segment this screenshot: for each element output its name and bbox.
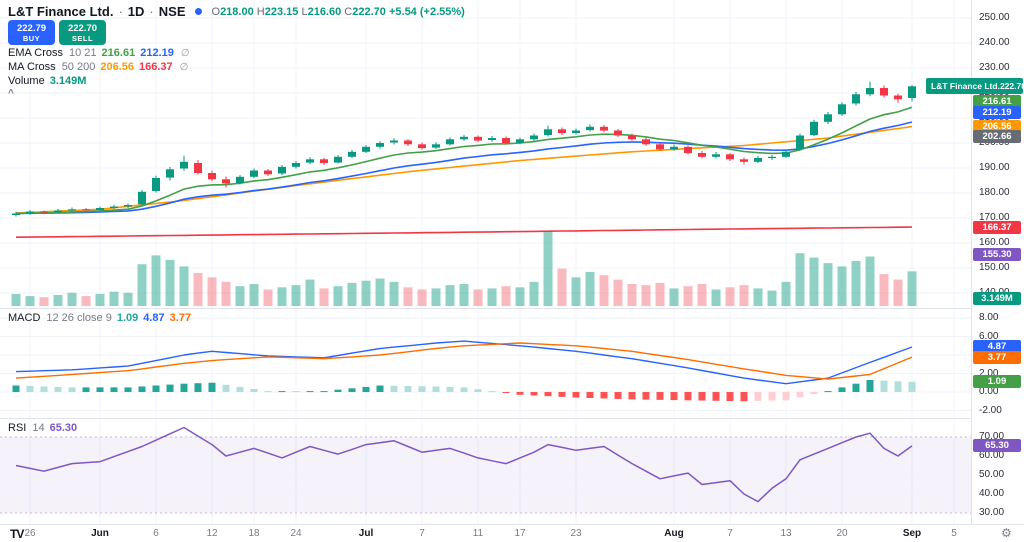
volume-series xyxy=(11,231,917,306)
trade-buttons: 222.79 BUY 222.70 SELL xyxy=(8,20,106,45)
time-axis-day-label: 6 xyxy=(153,528,159,539)
symbol-title[interactable]: L&T Finance Ltd. xyxy=(8,4,114,19)
price-flag: 166.37 xyxy=(973,220,1021,234)
axis-tick: 240.00 xyxy=(979,37,1010,48)
time-axis-divider xyxy=(0,524,1024,525)
time-axis-day-label: 17 xyxy=(514,528,526,539)
price-axis-divider xyxy=(971,0,972,524)
axis-tick: 50.00 xyxy=(979,469,1005,480)
legend-macd[interactable]: MACD 12 26 close 9 1.09 4.87 3.77 xyxy=(8,312,192,324)
axis-tick: 180.00 xyxy=(979,187,1010,198)
price-flag: 3.149M xyxy=(973,291,1021,305)
axis-tick: 170.00 xyxy=(979,212,1010,223)
interval-label[interactable]: 1D xyxy=(127,4,145,19)
indicator-status-icon[interactable]: ∅ xyxy=(179,61,189,73)
separator-dot: · xyxy=(149,4,154,19)
pane-divider[interactable] xyxy=(0,308,1024,309)
axis-tick: -2.00 xyxy=(979,404,1002,416)
time-axis-day-label: 20 xyxy=(836,528,848,539)
rsi-band xyxy=(0,436,972,514)
time-axis-day-label: 24 xyxy=(290,528,302,539)
axis-tick: 8.00 xyxy=(979,312,999,323)
time-axis-month-label: Aug xyxy=(664,528,684,539)
candle-series xyxy=(12,81,916,217)
overlay-lines xyxy=(15,106,913,238)
time-axis-day-label: 13 xyxy=(780,528,792,539)
symbol-header[interactable]: L&T Finance Ltd. · 1D · NSE O218.00 H223… xyxy=(8,4,465,19)
legend-ema-cross[interactable]: EMA Cross 10 21 216.61 212.19 ∅ xyxy=(8,47,190,59)
legend-rsi[interactable]: RSI 14 65.30 xyxy=(8,422,78,434)
price-flag: 1.09 xyxy=(973,375,1021,389)
axis-tick: 230.00 xyxy=(979,62,1010,73)
time-axis-day-label: 11 xyxy=(472,528,484,539)
macd-series xyxy=(12,340,916,402)
time-axis-day-label: 7 xyxy=(419,528,425,539)
time-axis-day-label: 12 xyxy=(206,528,218,539)
settings-gear-icon[interactable]: ⚙ xyxy=(1001,526,1012,540)
time-axis-day-label: 7 xyxy=(727,528,733,539)
price-flag: 155.30 xyxy=(973,248,1021,262)
axis-tick: 0.00 xyxy=(979,386,999,397)
exchange-label: NSE xyxy=(158,4,186,19)
separator-dot: · xyxy=(118,4,123,19)
price-flag: 212.19 xyxy=(973,106,1021,120)
buy-button[interactable]: 222.79 BUY xyxy=(8,20,55,45)
time-axis-day-label: 26 xyxy=(24,528,36,539)
sell-button[interactable]: 222.70 SELL xyxy=(59,20,106,45)
axis-tick: 6.00 xyxy=(979,330,999,342)
legend-volume[interactable]: Volume 3.149M xyxy=(8,75,87,87)
tradingview-logo[interactable]: TV xyxy=(10,527,24,541)
change-value: +5.54 (+2.55%) xyxy=(388,5,465,18)
legend-ma-cross[interactable]: MA Cross 50 200 206.56 166.37 ∅ xyxy=(8,61,189,73)
chart-canvas[interactable] xyxy=(0,0,972,542)
axis-tick: 160.00 xyxy=(979,237,1010,248)
price-flag: 202.66 xyxy=(973,129,1021,143)
axis-tick: 2.00 xyxy=(979,367,999,379)
collapse-pane-icon[interactable]: ^ xyxy=(8,88,14,99)
instrument-dot-icon xyxy=(194,8,202,15)
axis-tick: 190.00 xyxy=(979,162,1010,173)
rsi-series xyxy=(15,426,913,503)
time-axis-day-label: 23 xyxy=(570,528,582,539)
last-price-flag: L&T Finance Ltd. 222.70 xyxy=(926,78,1024,95)
axis-tick: 60.00 xyxy=(979,450,1005,461)
axis-tick: 70.00 xyxy=(979,431,1005,442)
axis-tick: 30.00 xyxy=(979,507,1005,518)
time-axis-month-label: Jul xyxy=(358,528,374,539)
axis-tick: 150.00 xyxy=(979,262,1010,273)
time-axis-day-label: 5 xyxy=(951,528,957,539)
price-flag: 4.87 xyxy=(973,340,1021,354)
price-flag: 65.30 xyxy=(973,439,1021,453)
price-flag: 216.61 xyxy=(973,94,1021,108)
time-axis-month-label: Jun xyxy=(91,528,109,539)
axis-tick: 250.00 xyxy=(979,12,1010,23)
price-flag: 3.77 xyxy=(973,350,1021,364)
axis-tick: 40.00 xyxy=(979,488,1005,499)
time-axis-day-label: 18 xyxy=(248,528,260,539)
indicator-status-icon[interactable]: ∅ xyxy=(180,47,190,59)
ohlc-values: O218.00 H223.15 L216.60 C222.70 +5.54 (+… xyxy=(211,5,465,18)
time-axis[interactable]: 26 Jun 6 12 18 24 Jul 7 11 17 23 Aug 7 13 20 Sep 5 xyxy=(0,525,1024,542)
time-axis-month-label: Sep xyxy=(902,528,922,539)
pane-divider[interactable] xyxy=(0,418,1024,419)
